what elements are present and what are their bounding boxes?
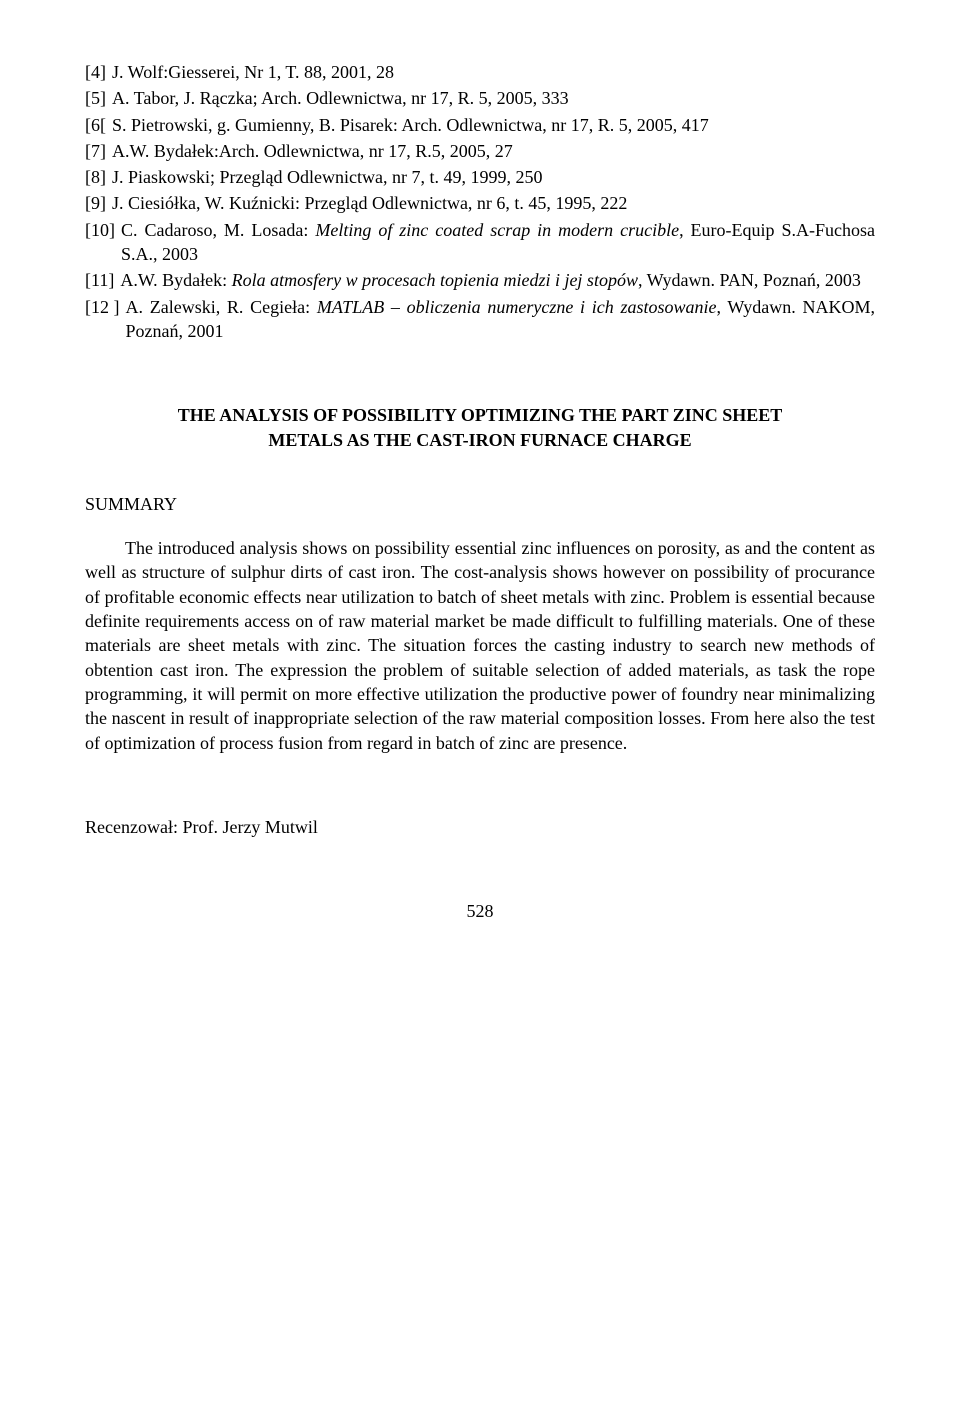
reference-item: [5] A. Tabor, J. Rączka; Arch. Odlewnict… <box>85 86 875 110</box>
section-title-line2: METALS AS THE CAST-IRON FURNACE CHARGE <box>85 428 875 452</box>
reference-item: [11] A.W. Bydałek: Rola atmosfery w proc… <box>85 268 875 292</box>
reference-label: [7] <box>85 139 112 163</box>
reference-label: [10] <box>85 218 121 267</box>
reference-label: [9] <box>85 191 112 215</box>
reference-text: A. Tabor, J. Rączka; Arch. Odlewnictwa, … <box>112 86 875 110</box>
summary-label: SUMMARY <box>85 492 875 516</box>
reference-text: J. Wolf:Giesserei, Nr 1, T. 88, 2001, 28 <box>112 60 875 84</box>
reference-item: [7] A.W. Bydałek:Arch. Odlewnictwa, nr 1… <box>85 139 875 163</box>
summary-body: The introduced analysis shows on possibi… <box>85 536 875 755</box>
reference-text: A.W. Bydałek:Arch. Odlewnictwa, nr 17, R… <box>112 139 875 163</box>
reference-text-pre: C. Cadaroso, M. Losada: <box>121 220 315 240</box>
reference-item: [9] J. Ciesiółka, W. Kuźnicki: Przegląd … <box>85 191 875 215</box>
reference-text-italic: Rola atmosfery w procesach topienia mied… <box>232 270 638 290</box>
references-list: [4] J. Wolf:Giesserei, Nr 1, T. 88, 2001… <box>85 60 875 343</box>
reference-item: [6[ S. Pietrowski, g. Gumienny, B. Pisar… <box>85 113 875 137</box>
reference-text-post: , Wydawn. PAN, Poznań, 2003 <box>638 270 861 290</box>
page-number: 528 <box>85 899 875 923</box>
reference-label: [5] <box>85 86 112 110</box>
reference-text-italic: Melting of zinc coated scrap in modern c… <box>315 220 679 240</box>
reference-text: A. Zalewski, R. Cegieła: MATLAB – oblicz… <box>126 295 876 344</box>
reference-text: C. Cadaroso, M. Losada: Melting of zinc … <box>121 218 875 267</box>
section-title-line1: THE ANALYSIS OF POSSIBILITY OPTIMIZING T… <box>85 403 875 427</box>
reference-text: J. Piaskowski; Przegląd Odlewnictwa, nr … <box>112 165 875 189</box>
reference-text: S. Pietrowski, g. Gumienny, B. Pisarek: … <box>112 113 875 137</box>
reference-item: [8] J. Piaskowski; Przegląd Odlewnictwa,… <box>85 165 875 189</box>
section-title: THE ANALYSIS OF POSSIBILITY OPTIMIZING T… <box>85 403 875 452</box>
reference-text: A.W. Bydałek: Rola atmosfery w procesach… <box>120 268 875 292</box>
reference-label: [4] <box>85 60 112 84</box>
reference-item: [4] J. Wolf:Giesserei, Nr 1, T. 88, 2001… <box>85 60 875 84</box>
reference-label: [8] <box>85 165 112 189</box>
reference-item: [10] C. Cadaroso, M. Losada: Melting of … <box>85 218 875 267</box>
reference-label: [6[ <box>85 113 112 137</box>
reference-text-pre: A.W. Bydałek: <box>120 270 231 290</box>
reference-text-italic: MATLAB – obliczenia numeryczne i ich zas… <box>317 297 717 317</box>
reference-text-pre: A. Zalewski, R. Cegieła: <box>126 297 317 317</box>
reviewer-line: Recenzował: Prof. Jerzy Mutwil <box>85 815 875 839</box>
reference-label: [11] <box>85 268 120 292</box>
reference-text: J. Ciesiółka, W. Kuźnicki: Przegląd Odle… <box>112 191 875 215</box>
reference-item: [12 ] A. Zalewski, R. Cegieła: MATLAB – … <box>85 295 875 344</box>
reference-label: [12 ] <box>85 295 126 344</box>
